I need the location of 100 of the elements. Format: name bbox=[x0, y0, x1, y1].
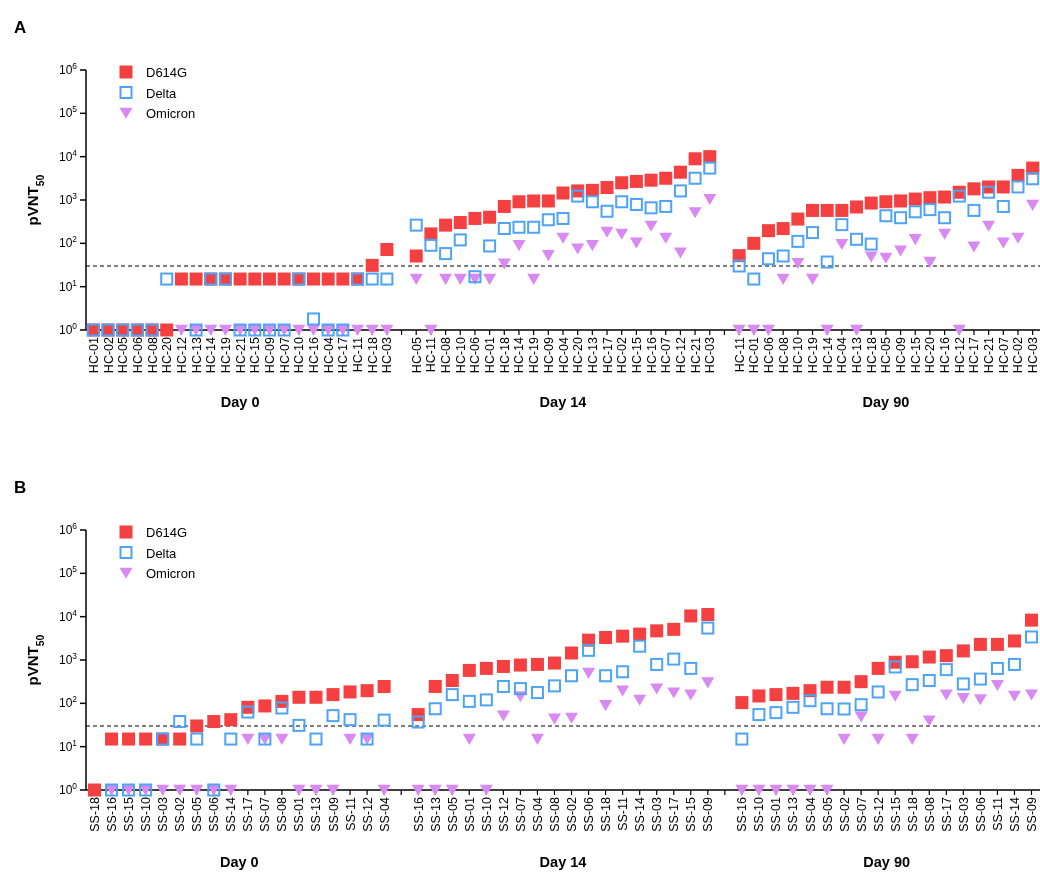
x-tick-label: SS-03 bbox=[956, 796, 971, 832]
x-tick-label: HC-15 bbox=[908, 336, 923, 374]
x-tick-label: HC-05 bbox=[116, 336, 131, 374]
x-tick-label: SS-04 bbox=[803, 796, 818, 832]
x-tick-label: HC-20 bbox=[923, 336, 938, 374]
x-tick-label: HC-08 bbox=[776, 336, 791, 374]
y-tick-label: 10$^{0}$ bbox=[58, 321, 78, 337]
x-tick-label: SS-14 bbox=[1007, 796, 1022, 832]
x-tick-label: SS-05 bbox=[445, 796, 460, 832]
x-tick-label: SS-15 bbox=[888, 796, 903, 832]
legend-label: Delta bbox=[146, 545, 178, 561]
x-tick-label: HC-03 bbox=[380, 336, 395, 374]
x-tick-label: SS-07 bbox=[258, 796, 273, 832]
x-tick-label: SS-12 bbox=[360, 796, 375, 832]
y-tick-label: 10$^{6}$ bbox=[58, 61, 78, 77]
y-tick-label: 10$^{1}$ bbox=[58, 277, 78, 294]
x-tick-label: SS-13 bbox=[309, 796, 324, 832]
x-tick-label: SS-05 bbox=[190, 796, 205, 832]
x-tick-label: HC-15 bbox=[248, 336, 263, 374]
text: Day 0 bbox=[219, 854, 259, 870]
x-tick-label: SS-08 bbox=[547, 796, 562, 832]
x-tick-label: HC-11 bbox=[732, 336, 747, 373]
x-tick-label: SS-17 bbox=[241, 796, 256, 832]
x-tick-label: SS-01 bbox=[462, 796, 477, 832]
x-tick-label: HC-16 bbox=[644, 336, 659, 374]
x-tick-label: SS-06 bbox=[207, 796, 222, 832]
x-tick-label: HC-21 bbox=[688, 336, 703, 374]
x-tick-label: SS-10 bbox=[139, 796, 154, 832]
x-tick-label: SS-07 bbox=[513, 796, 528, 832]
x-tick-label: HC-07 bbox=[277, 336, 292, 374]
legend-label: Delta bbox=[146, 85, 178, 101]
x-tick-label: HC-09 bbox=[894, 336, 909, 374]
x-tick-label: SS-16 bbox=[105, 796, 120, 832]
x-tick-label: HC-10 bbox=[292, 336, 307, 374]
x-tick-label: HC-19 bbox=[218, 336, 233, 374]
y-tick-label: 10$^{5}$ bbox=[58, 104, 78, 121]
x-tick-label: SS-09 bbox=[1024, 796, 1039, 832]
x-tick-label: HC-18 bbox=[497, 336, 512, 374]
x-tick-label: HC-14 bbox=[204, 336, 219, 374]
x-tick-label: SS-16 bbox=[411, 796, 426, 832]
x-tick-label: HC-12 bbox=[952, 336, 967, 374]
legend-label: Omicron bbox=[146, 106, 196, 121]
y-tick-label: 10$^{2}$ bbox=[58, 694, 78, 711]
y-tick-label: 10$^{6}$ bbox=[58, 521, 78, 537]
x-tick-label: HC-06 bbox=[468, 336, 483, 374]
x-tick-label: SS-15 bbox=[684, 796, 699, 832]
x-tick-label: SS-13 bbox=[428, 796, 443, 832]
x-tick-label: SS-13 bbox=[786, 796, 801, 832]
x-tick-label: SS-03 bbox=[650, 796, 665, 832]
x-tick-label: HC-18 bbox=[365, 336, 380, 374]
x-tick-label: SS-14 bbox=[633, 796, 648, 832]
x-tick-label: HC-12 bbox=[174, 336, 189, 374]
x-tick-label: HC-13 bbox=[189, 336, 204, 374]
y-tick-label: 10$^{4}$ bbox=[58, 147, 78, 164]
x-tick-label: HC-06 bbox=[761, 336, 776, 374]
x-tick-label: HC-17 bbox=[600, 336, 615, 374]
x-tick-label: HC-04 bbox=[321, 336, 336, 374]
x-tick-label: HC-06 bbox=[130, 336, 145, 374]
x-tick-label: HC-04 bbox=[835, 336, 850, 374]
x-tick-label: SS-10 bbox=[752, 796, 767, 832]
x-tick-label: SS-12 bbox=[871, 796, 886, 832]
x-tick-label: SS-01 bbox=[769, 796, 784, 832]
x-tick-label: HC-17 bbox=[336, 336, 351, 374]
x-tick-label: HC-13 bbox=[585, 336, 600, 374]
x-tick-label: HC-14 bbox=[820, 336, 835, 374]
x-tick-label: HC-12 bbox=[673, 336, 688, 374]
x-tick-label: HC-16 bbox=[938, 336, 953, 374]
x-tick-label: HC-17 bbox=[967, 336, 982, 374]
y-tick-label: 10$^{3}$ bbox=[58, 191, 78, 207]
x-tick-label: HC-08 bbox=[145, 336, 160, 374]
x-tick-label: HC-05 bbox=[409, 336, 424, 374]
x-tick-label: HC-01 bbox=[86, 336, 101, 374]
y-tick-label: 10$^{2}$ bbox=[58, 234, 78, 251]
x-tick-label: HC-11 bbox=[351, 336, 366, 373]
x-tick-label: HC-18 bbox=[864, 336, 879, 374]
x-tick-label: HC-01 bbox=[747, 336, 762, 374]
legend-label: D614G bbox=[146, 525, 188, 540]
x-tick-label: HC-20 bbox=[160, 336, 175, 374]
x-tick-label: HC-10 bbox=[791, 336, 806, 374]
text: Day 14 bbox=[539, 394, 587, 410]
x-tick-label: SS-17 bbox=[667, 796, 682, 832]
x-tick-label: SS-14 bbox=[224, 796, 239, 832]
x-tick-label: HC-16 bbox=[306, 336, 321, 374]
x-tick-label: SS-04 bbox=[530, 796, 545, 832]
x-tick-label: HC-07 bbox=[996, 336, 1011, 374]
x-tick-label: HC-02 bbox=[1011, 336, 1026, 374]
x-tick-label: SS-02 bbox=[837, 796, 852, 832]
x-tick-label: HC-07 bbox=[659, 336, 674, 374]
text: Day 90 bbox=[863, 854, 911, 870]
y-tick-label: 10$^{4}$ bbox=[58, 607, 78, 624]
x-tick-label: HC-21 bbox=[233, 336, 248, 374]
x-tick-label: SS-06 bbox=[582, 796, 597, 832]
x-tick-label: HC-03 bbox=[703, 336, 718, 374]
x-tick-label: HC-01 bbox=[483, 336, 498, 374]
x-tick-label: SS-07 bbox=[854, 796, 869, 832]
x-tick-label: SS-06 bbox=[973, 796, 988, 832]
x-tick-label: SS-10 bbox=[479, 796, 494, 832]
x-tick-label: SS-08 bbox=[275, 796, 290, 832]
x-tick-label: SS-16 bbox=[735, 796, 750, 832]
x-tick-label: SS-18 bbox=[88, 796, 103, 832]
